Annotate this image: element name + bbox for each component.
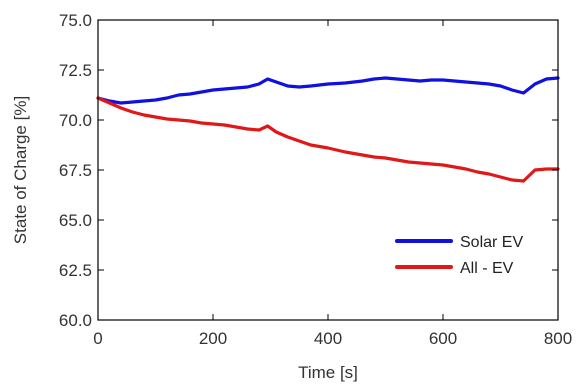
y-tick-label: 72.5 bbox=[59, 61, 92, 80]
y-tick-label: 60.0 bbox=[59, 311, 92, 330]
x-tick-label: 0 bbox=[93, 329, 102, 348]
y-tick-label: 70.0 bbox=[59, 111, 92, 130]
legend-label-all-ev: All - EV bbox=[460, 260, 514, 277]
series-layer bbox=[96, 76, 560, 183]
ticks-layer: 0 200 400 600 800 60.0 62.5 65.0 67.5 70.0 72.5 75.… bbox=[59, 11, 572, 348]
y-axis-title: State of Charge [%] bbox=[11, 96, 30, 244]
x-tick-label: 600 bbox=[429, 329, 457, 348]
plot-background bbox=[98, 20, 558, 320]
x-tick-label: 200 bbox=[199, 329, 227, 348]
y-tick-label: 67.5 bbox=[59, 161, 92, 180]
x-tick-label: 800 bbox=[544, 329, 572, 348]
y-tick-label: 75.0 bbox=[59, 11, 92, 30]
series-line-solar-ev bbox=[96, 76, 560, 105]
x-axis-title: Time [s] bbox=[298, 363, 358, 382]
legend-label-solar-ev: Solar EV bbox=[460, 234, 523, 251]
series-line-all-ev bbox=[96, 96, 560, 183]
y-tick-label: 65.0 bbox=[59, 211, 92, 230]
plot-area bbox=[98, 20, 558, 320]
x-tick-label: 400 bbox=[314, 329, 342, 348]
y-tick-label: 62.5 bbox=[59, 261, 92, 280]
legend: Solar EV All - EV bbox=[395, 234, 523, 277]
